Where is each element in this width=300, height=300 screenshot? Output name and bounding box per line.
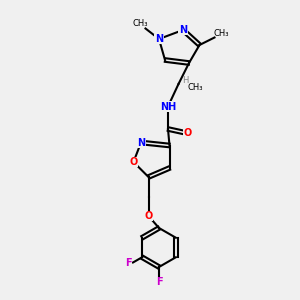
Text: CH₃: CH₃ bbox=[133, 19, 148, 28]
Text: N: N bbox=[179, 25, 187, 35]
Text: NH: NH bbox=[160, 101, 176, 112]
Text: N: N bbox=[155, 34, 163, 44]
Text: O: O bbox=[184, 128, 192, 138]
Text: CH₃: CH₃ bbox=[213, 28, 229, 38]
Text: CH₃: CH₃ bbox=[187, 83, 203, 92]
Text: F: F bbox=[156, 277, 162, 287]
Text: H: H bbox=[182, 76, 188, 85]
Text: N: N bbox=[137, 137, 145, 148]
Text: F: F bbox=[125, 257, 132, 268]
Text: O: O bbox=[144, 211, 153, 221]
Text: O: O bbox=[129, 157, 138, 167]
